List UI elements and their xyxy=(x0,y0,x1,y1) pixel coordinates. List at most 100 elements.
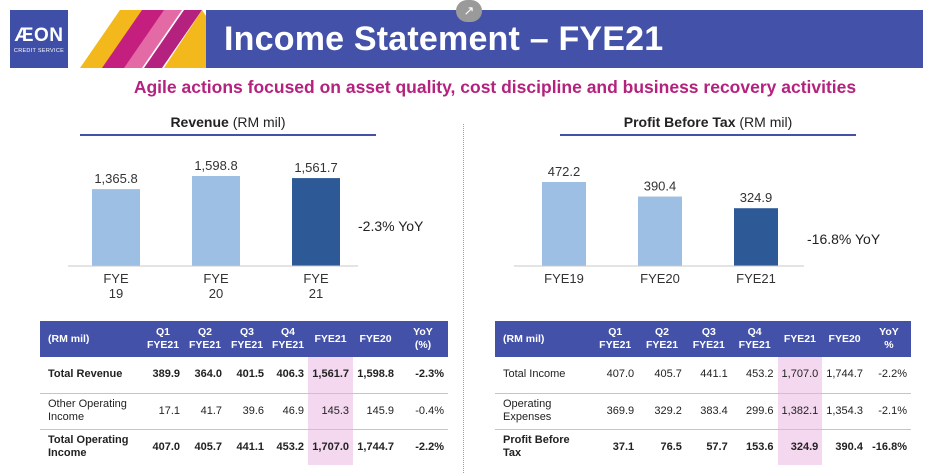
category-label: FYE20 xyxy=(640,271,680,286)
table-cell: 390.4 xyxy=(822,428,867,465)
table-cell: 441.1 xyxy=(685,357,732,394)
table-cell: 405.7 xyxy=(184,428,226,465)
bar-value-label: 472.2 xyxy=(548,164,581,179)
table-row: Profit Before Tax 37.1 76.5 57.7 153.6 324.9 3… xyxy=(495,428,911,465)
row-label: Operating Expenses xyxy=(495,393,593,430)
table-header-row: (RM mil) Q1 FYE21 Q2 FYE21 Q3 FYE21 Q4 FYE21 FYE2… xyxy=(495,321,911,357)
table-cell: 389.9 xyxy=(142,357,184,394)
table-cell: 1,707.0 xyxy=(308,428,353,465)
table-row: Total Operating Income 407.0 405.7 441.1 453… xyxy=(40,428,448,465)
table-cell: -16.8% xyxy=(866,428,911,465)
table-cell: -2.2% xyxy=(398,428,448,465)
table-cell: 401.5 xyxy=(226,357,268,394)
table-cell: 1,561.7 xyxy=(308,357,353,394)
category-label: FYE21 xyxy=(736,271,776,286)
table-header-row: (RM mil) Q1 FYE21 Q2 FYE21 Q3 FYE21 Q4 FYE21 FYE2… xyxy=(40,321,448,357)
column-header: FYE20 xyxy=(353,321,398,357)
external-link-icon[interactable]: ↗ xyxy=(456,0,482,22)
table-row: Total Income 407.0 405.7 441.1 453.2 1,707.0 1… xyxy=(495,357,911,394)
table-cell: 37.1 xyxy=(592,428,639,465)
table-cell: -0.4% xyxy=(398,393,448,430)
column-header: Q1 FYE21 xyxy=(592,321,639,357)
bar-value-label: 1,598.8 xyxy=(194,158,237,173)
table-row: Total Revenue 389.9 364.0 401.5 406.3 1,561.7… xyxy=(40,357,448,394)
column-header: FYE21 xyxy=(777,321,823,357)
pbt-yoy: -16.8% YoY xyxy=(807,231,881,247)
table-cell: -2.2% xyxy=(866,357,911,394)
table-cell: -2.1% xyxy=(866,393,911,430)
table-cell: 1,707.0 xyxy=(777,357,823,394)
column-header: FYE20 xyxy=(822,321,867,357)
bar-2 xyxy=(734,208,778,266)
panel-divider xyxy=(463,124,464,473)
bar-0 xyxy=(542,182,586,266)
table-cell: 1,354.3 xyxy=(822,393,867,430)
row-label: Total Revenue xyxy=(40,357,142,394)
table-cell: 383.4 xyxy=(685,393,732,430)
column-header: Q2 FYE21 xyxy=(184,321,226,357)
column-header: Q1 FYE21 xyxy=(142,321,184,357)
page-subtitle: Agile actions focused on asset quality, … xyxy=(133,77,857,97)
revenue-unit: (RM mil) xyxy=(232,114,286,130)
bar-2 xyxy=(292,178,340,266)
table-cell: 405.7 xyxy=(638,357,686,394)
column-header: (RM mil) xyxy=(40,321,142,357)
logo-subtext: CREDIT SERVICE xyxy=(13,47,65,54)
category-label: FYE19 xyxy=(544,271,584,286)
pbt-chart: 472.2 FYE19 390.4 FYE20 324.9 FYE21 xyxy=(514,164,804,286)
column-header: FYE21 xyxy=(308,321,353,357)
table-cell: 299.6 xyxy=(731,393,778,430)
table-cell: -2.3% xyxy=(398,357,448,394)
table-cell: 1,744.7 xyxy=(822,357,867,394)
column-header: YoY% xyxy=(866,321,911,357)
table-cell: 57.7 xyxy=(685,428,732,465)
decorative-stripes xyxy=(80,10,210,68)
table-cell: 329.2 xyxy=(638,393,686,430)
revenue-chart: 1,365.8 FYE 19 1,598.8 FYE 20 1,561.7 FYE 21 xyxy=(68,158,358,301)
table-cell: 369.9 xyxy=(592,393,639,430)
logo-text: ÆON xyxy=(14,24,64,46)
table-cell: 407.0 xyxy=(142,428,184,465)
revenue-table: (RM mil) Q1 FYE21 Q2 FYE21 Q3 FYE21 Q4 FYE21 FYE2… xyxy=(40,321,448,465)
table-cell: 145.3 xyxy=(308,393,353,430)
bar-1 xyxy=(638,196,682,266)
table-cell: 41.7 xyxy=(184,393,226,430)
table-cell: 1,598.8 xyxy=(353,357,398,394)
bar-value-label: 1,365.8 xyxy=(94,171,137,186)
pbt-table: (RM mil) Q1 FYE21 Q2 FYE21 Q3 FYE21 Q4 FYE21 FYE2… xyxy=(495,321,911,465)
revenue-title: Revenue xyxy=(170,114,229,130)
table-cell: 46.9 xyxy=(268,393,308,430)
table-cell: 407.0 xyxy=(592,357,639,394)
title-bar: Income Statement – FYE21 xyxy=(206,10,923,68)
table-cell: 1,382.1 xyxy=(777,393,823,430)
table-cell: 364.0 xyxy=(184,357,226,394)
bar-value-label: 324.9 xyxy=(740,190,773,205)
column-header: YoY (%) xyxy=(398,321,448,357)
table-cell: 145.9 xyxy=(353,393,398,430)
bar-1 xyxy=(192,176,240,266)
table-cell: 453.2 xyxy=(268,428,308,465)
revenue-heading: Revenue (RM mil) xyxy=(80,114,376,136)
table-cell: 153.6 xyxy=(731,428,778,465)
bar-value-label: 1,561.7 xyxy=(294,160,337,175)
column-header: Q3 FYE21 xyxy=(685,321,732,357)
column-header: Q2 FYE21 xyxy=(638,321,686,357)
column-header: Q3 FYE21 xyxy=(226,321,268,357)
row-label: Total Operating Income xyxy=(40,428,142,465)
bar-0 xyxy=(92,189,140,266)
row-label: Profit Before Tax xyxy=(495,428,593,465)
pbt-unit: (RM mil) xyxy=(739,114,793,130)
column-header: Q4 FYE21 xyxy=(731,321,778,357)
row-label: Other Operating Income xyxy=(40,393,142,430)
aeon-logo: ÆON CREDIT SERVICE xyxy=(10,10,68,68)
table-cell: 441.1 xyxy=(226,428,268,465)
table-row: Other Operating Income 17.1 41.7 39.6 46.9 14… xyxy=(40,393,448,430)
table-row: Operating Expenses 369.9 329.2 383.4 299.6 1,… xyxy=(495,393,911,430)
table-cell: 1,744.7 xyxy=(353,428,398,465)
table-cell: 17.1 xyxy=(142,393,184,430)
row-label: Total Income xyxy=(495,357,593,394)
pbt-heading: Profit Before Tax (RM mil) xyxy=(560,114,856,136)
